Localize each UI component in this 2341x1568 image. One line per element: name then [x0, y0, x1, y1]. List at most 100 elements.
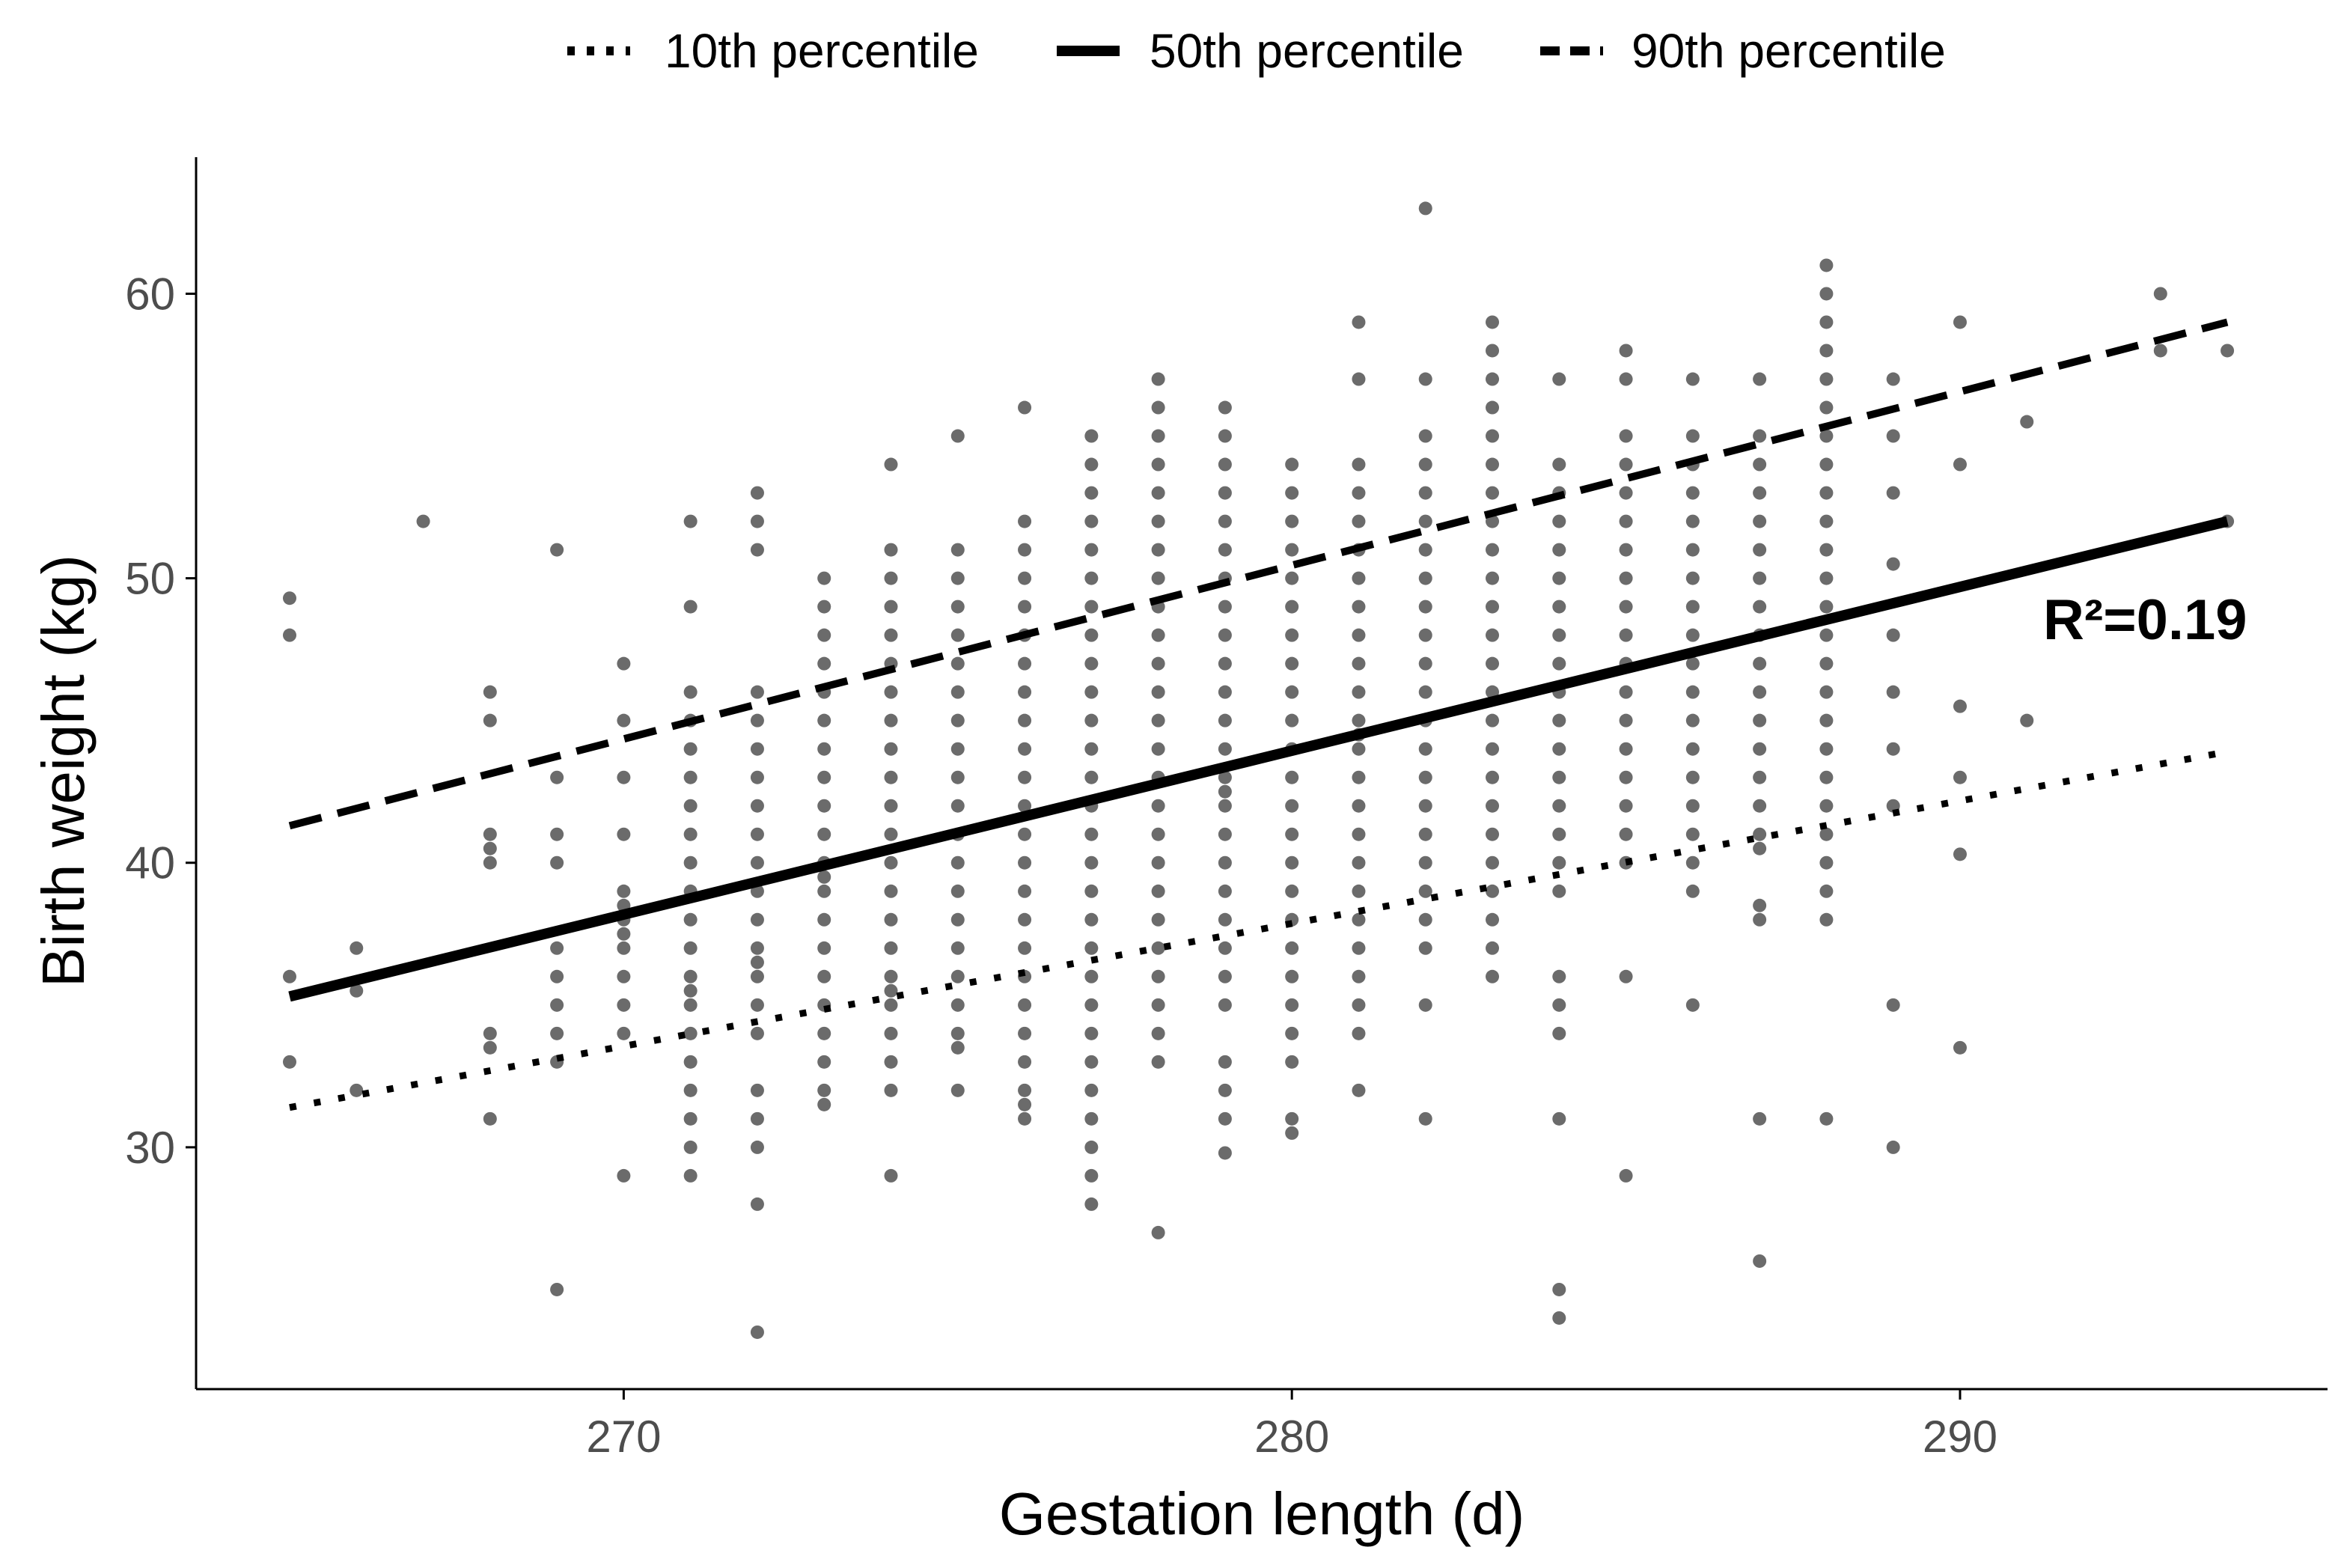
data-point — [750, 941, 764, 955]
data-point — [1285, 799, 1299, 813]
data-point — [1218, 543, 1232, 557]
data-point — [1486, 969, 1500, 983]
x-tick-label: 270 — [586, 1412, 661, 1462]
data-point — [1285, 941, 1299, 955]
data-point — [1218, 941, 1232, 955]
data-point — [884, 855, 898, 870]
data-point — [617, 941, 631, 955]
data-point — [1084, 827, 1099, 841]
data-point — [1352, 742, 1366, 756]
y-tick-label: 40 — [125, 838, 175, 888]
data-point — [1819, 799, 1834, 813]
data-point — [1218, 457, 1232, 472]
data-point — [1552, 1311, 1566, 1325]
series-line-p90 — [288, 318, 2229, 830]
data-point — [1685, 372, 1700, 386]
data-point — [1151, 713, 1165, 727]
data-point — [683, 1026, 698, 1040]
data-point — [1819, 400, 1834, 415]
data-point — [1151, 1225, 1165, 1239]
data-point — [1886, 628, 1900, 642]
data-point — [1352, 372, 1366, 386]
data-point — [1352, 884, 1366, 898]
data-point — [2020, 713, 2034, 727]
data-point — [950, 600, 965, 614]
data-point — [750, 1197, 764, 1211]
data-point — [1685, 628, 1700, 642]
data-point — [1285, 969, 1299, 983]
data-point — [1084, 1140, 1099, 1154]
data-point — [1218, 400, 1232, 415]
data-point — [683, 799, 698, 813]
data-point — [1819, 571, 1834, 585]
data-point — [817, 799, 831, 813]
data-point — [1753, 827, 1767, 841]
data-point — [1418, 429, 1432, 443]
data-point — [1953, 1040, 1967, 1055]
data-point — [750, 685, 764, 699]
data-point — [1418, 827, 1432, 841]
data-point — [1685, 543, 1700, 557]
data-point — [1753, 429, 1767, 443]
data-point — [1753, 600, 1767, 614]
data-point — [1753, 912, 1767, 927]
data-point — [1084, 514, 1099, 528]
data-point — [683, 969, 698, 983]
data-point — [617, 713, 631, 727]
data-point — [1886, 486, 1900, 500]
data-point — [1685, 486, 1700, 500]
data-point — [1285, 571, 1299, 585]
data-point — [817, 1083, 831, 1097]
data-point — [1685, 998, 1700, 1012]
data-point — [1886, 998, 1900, 1012]
data-point — [950, 628, 965, 642]
data-point — [1552, 1282, 1566, 1296]
data-point — [1819, 372, 1834, 386]
data-point — [817, 713, 831, 727]
data-point — [1619, 514, 1633, 528]
data-point — [1486, 884, 1500, 898]
data-point — [1218, 656, 1232, 671]
data-point — [1819, 656, 1834, 671]
data-point — [750, 1026, 764, 1040]
data-point — [1352, 571, 1366, 585]
data-point — [750, 1140, 764, 1154]
data-point — [950, 1083, 965, 1097]
data-point — [1552, 656, 1566, 671]
data-point — [1084, 855, 1099, 870]
data-point — [817, 1055, 831, 1069]
data-point — [483, 713, 497, 727]
data-point — [1619, 827, 1633, 841]
data-point — [1018, 799, 1032, 813]
data-point — [1285, 1055, 1299, 1069]
x-axis-title: Gestation length (d) — [999, 1480, 1525, 1547]
data-point — [1084, 685, 1099, 699]
data-point — [1486, 799, 1500, 813]
data-point — [2221, 344, 2235, 358]
data-point — [1486, 770, 1500, 784]
data-point — [483, 1111, 497, 1126]
legend-item-p10: 10th percentile — [567, 24, 979, 78]
data-point — [1953, 699, 1967, 713]
data-point — [1151, 884, 1165, 898]
data-point — [617, 1026, 631, 1040]
data-point — [1218, 1055, 1232, 1069]
data-point — [817, 600, 831, 614]
data-point — [1685, 742, 1700, 756]
data-point — [1151, 429, 1165, 443]
data-point — [1418, 628, 1432, 642]
data-point — [817, 870, 831, 884]
data-point — [1685, 429, 1700, 443]
scatter-points — [282, 201, 2235, 1339]
data-point — [750, 1325, 764, 1339]
data-point — [1685, 600, 1700, 614]
data-point — [1018, 1111, 1032, 1126]
data-point — [1218, 628, 1232, 642]
data-point — [1352, 1083, 1366, 1097]
data-point — [884, 457, 898, 472]
data-point — [483, 841, 497, 855]
data-point — [1151, 742, 1165, 756]
data-point — [1685, 685, 1700, 699]
data-point — [1018, 770, 1032, 784]
data-point — [1619, 742, 1633, 756]
